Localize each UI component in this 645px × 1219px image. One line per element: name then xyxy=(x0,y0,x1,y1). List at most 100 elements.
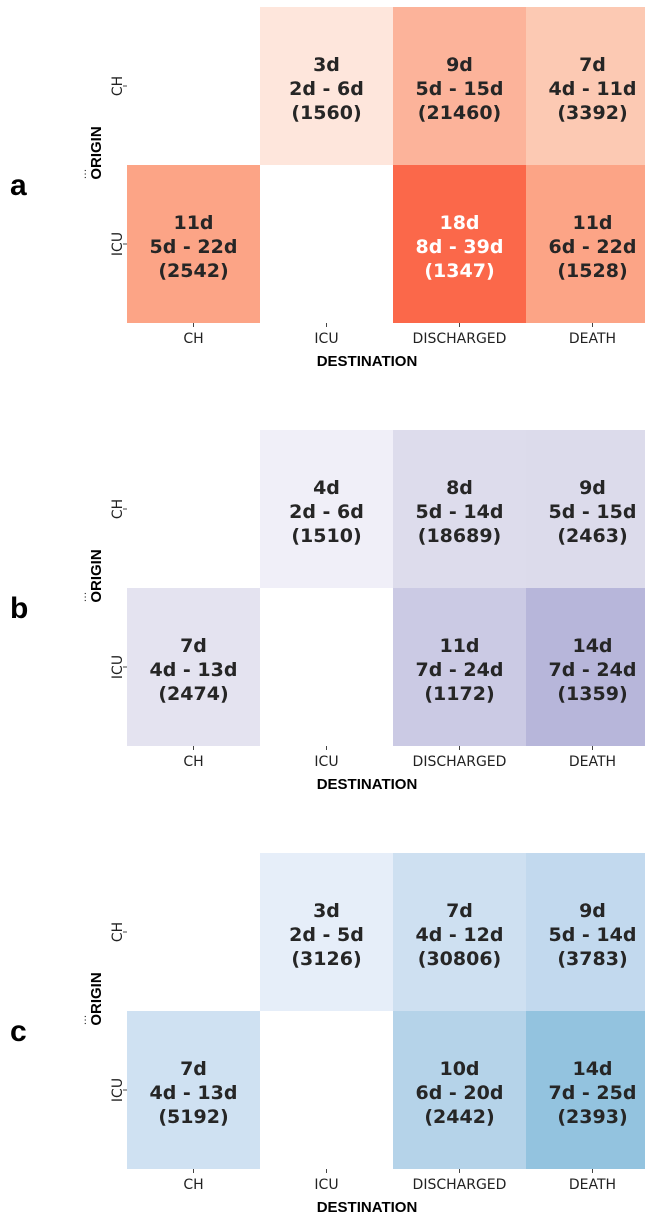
cell-n-label: (5192) xyxy=(158,1106,228,1128)
heatmap-cell-rect xyxy=(393,1011,526,1169)
y-tick-label: CH xyxy=(110,76,126,96)
x-tick-label: ICU xyxy=(314,754,338,770)
cell-n-label: (2393) xyxy=(557,1106,627,1128)
cell-median-label: 7d xyxy=(446,900,473,922)
heatmap-cell-rect xyxy=(393,430,526,588)
cell-iqr-label: 4d - 12d xyxy=(416,924,504,946)
cell-n-label: (18689) xyxy=(418,525,501,547)
y-tick-label: ICU xyxy=(110,1078,126,1102)
cell-n-label: (2474) xyxy=(158,683,228,705)
heatmap-cell-rect xyxy=(526,7,645,165)
cell-iqr-label: 2d - 5d xyxy=(289,924,364,946)
cell-n-label: (1347) xyxy=(424,260,494,282)
heatmap-cell-rect xyxy=(526,165,645,323)
cell-n-label: (2442) xyxy=(424,1106,494,1128)
cell-n-label: (2463) xyxy=(557,525,627,547)
x-tick-label: DISCHARGED xyxy=(413,1177,507,1193)
cell-median-label: 11d xyxy=(572,212,612,234)
heatmap-cell-rect xyxy=(393,165,526,323)
heatmap-cell-rect xyxy=(526,853,645,1011)
heatmap-cell-rect xyxy=(127,1011,260,1169)
x-tick-label: CH xyxy=(183,331,203,347)
panel-letter: c xyxy=(10,1015,27,1048)
cell-median-label: 8d xyxy=(446,477,473,499)
cell-iqr-label: 6d - 22d xyxy=(549,236,637,258)
cell-median-label: 11d xyxy=(439,635,479,657)
y-axis-label-prefix: ... xyxy=(76,1015,89,1026)
cell-n-label: (3126) xyxy=(291,948,361,970)
cell-median-label: 4d xyxy=(313,477,340,499)
cell-median-label: 3d xyxy=(313,54,340,76)
cell-median-label: 11d xyxy=(173,212,213,234)
x-tick-label: DISCHARGED xyxy=(413,331,507,347)
heatmap-cell-rect xyxy=(260,430,393,588)
x-tick-label: DEATH xyxy=(569,331,616,347)
x-tick-label: CH xyxy=(183,1177,203,1193)
cell-n-label: (1528) xyxy=(557,260,627,282)
x-tick-label: DEATH xyxy=(569,754,616,770)
cell-median-label: 7d xyxy=(180,1058,207,1080)
cell-iqr-label: 4d - 13d xyxy=(150,659,238,681)
x-tick-label: CH xyxy=(183,754,203,770)
cell-iqr-label: 2d - 6d xyxy=(289,78,364,100)
x-axis-label: DESTINATION xyxy=(317,353,418,370)
y-tick-label: ICU xyxy=(110,232,126,256)
heatmap-cell-rect xyxy=(393,588,526,746)
heatmap-cell-rect xyxy=(393,7,526,165)
panel-letter: a xyxy=(10,169,27,202)
cell-n-label: (3392) xyxy=(557,102,627,124)
y-axis-label: ORIGIN xyxy=(88,972,105,1025)
cell-median-label: 14d xyxy=(572,1058,612,1080)
heatmap-cell-rect xyxy=(260,853,393,1011)
heatmap-cell-rect xyxy=(127,588,260,746)
heatmap-cell-rect xyxy=(526,588,645,746)
x-axis-label: DESTINATION xyxy=(317,1199,418,1216)
cell-n-label: (21460) xyxy=(418,102,501,124)
y-axis-label: ORIGIN xyxy=(88,549,105,602)
cell-iqr-label: 4d - 13d xyxy=(150,1082,238,1104)
y-tick-label: CH xyxy=(110,922,126,942)
y-tick-label: ICU xyxy=(110,655,126,679)
heatmap-cell-rect xyxy=(260,7,393,165)
cell-median-label: 9d xyxy=(579,900,606,922)
y-axis-label-prefix: ... xyxy=(76,592,89,603)
cell-iqr-label: 6d - 20d xyxy=(416,1082,504,1104)
y-axis-label-prefix: ... xyxy=(76,169,89,180)
y-tick-label: CH xyxy=(110,499,126,519)
cell-iqr-label: 5d - 15d xyxy=(549,501,637,523)
cell-n-label: (1510) xyxy=(291,525,361,547)
cell-median-label: 7d xyxy=(180,635,207,657)
heatmap-cell-rect xyxy=(127,165,260,323)
cell-iqr-label: 7d - 24d xyxy=(416,659,504,681)
cell-iqr-label: 7d - 25d xyxy=(549,1082,637,1104)
cell-n-label: (30806) xyxy=(418,948,501,970)
cell-median-label: 14d xyxy=(572,635,612,657)
cell-iqr-label: 2d - 6d xyxy=(289,501,364,523)
cell-n-label: (3783) xyxy=(557,948,627,970)
heatmap-cell-rect xyxy=(393,853,526,1011)
panel-letter: b xyxy=(10,592,28,625)
cell-median-label: 9d xyxy=(579,477,606,499)
cell-iqr-label: 5d - 15d xyxy=(416,78,504,100)
cell-median-label: 10d xyxy=(439,1058,479,1080)
cell-n-label: (1560) xyxy=(291,102,361,124)
cell-median-label: 7d xyxy=(579,54,606,76)
cell-n-label: (2542) xyxy=(158,260,228,282)
cell-median-label: 18d xyxy=(439,212,479,234)
x-tick-label: DISCHARGED xyxy=(413,754,507,770)
